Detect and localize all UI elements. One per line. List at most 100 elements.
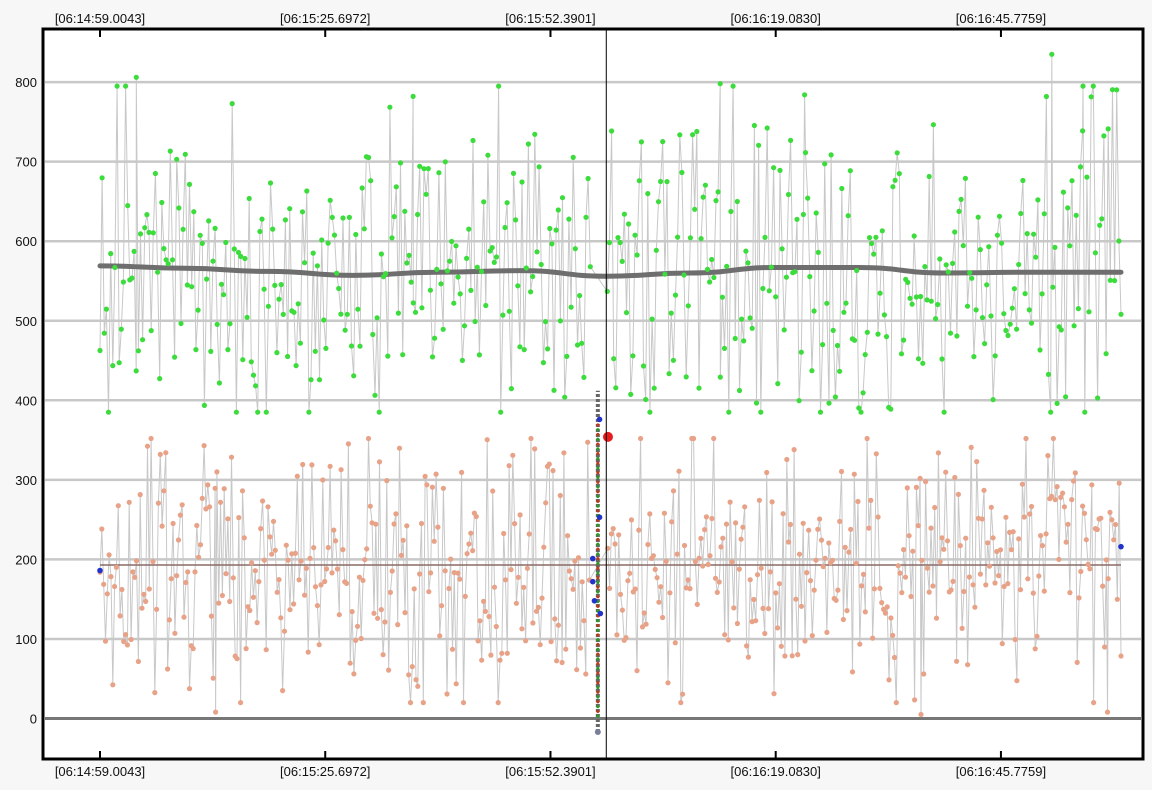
upper-series-point[interactable] — [534, 249, 540, 255]
lower-series-point[interactable] — [645, 541, 651, 548]
lower-series-point[interactable] — [555, 622, 562, 628]
lower-series-point[interactable] — [247, 607, 253, 614]
lower-series-point[interactable] — [921, 671, 927, 677]
upper-series-point[interactable] — [172, 354, 178, 360]
upper-series-point[interactable] — [368, 178, 374, 184]
upper-series-point[interactable] — [348, 343, 355, 349]
upper-series-point[interactable] — [630, 353, 636, 359]
lower-series-point[interactable] — [709, 515, 715, 522]
upper-series-point[interactable] — [1075, 306, 1081, 312]
upper-series-point[interactable] — [568, 304, 574, 310]
upper-series-point[interactable] — [756, 142, 762, 148]
upper-series-point[interactable] — [862, 352, 868, 358]
lower-series-point[interactable] — [300, 461, 306, 468]
marker-point[interactable] — [596, 514, 603, 521]
lower-series-point[interactable] — [800, 520, 806, 526]
lower-series-point[interactable] — [647, 511, 653, 517]
lower-series-point[interactable] — [996, 573, 1002, 579]
lower-series-point[interactable] — [292, 550, 298, 556]
lower-series-point[interactable] — [119, 586, 125, 593]
upper-series-point[interactable] — [788, 137, 794, 143]
upper-series-point[interactable] — [564, 353, 570, 359]
upper-series-point[interactable] — [293, 363, 299, 369]
lower-series-point[interactable] — [572, 558, 578, 564]
upper-series-point[interactable] — [668, 310, 674, 316]
lower-series-point[interactable] — [961, 588, 967, 595]
lower-series-point[interactable] — [428, 570, 434, 576]
upper-series-point[interactable] — [685, 303, 691, 309]
upper-series-point[interactable] — [99, 175, 105, 181]
upper-series-point[interactable] — [436, 170, 442, 176]
upper-series-point[interactable] — [184, 282, 190, 288]
lower-series-point[interactable] — [751, 596, 757, 603]
upper-series-point[interactable] — [1080, 128, 1086, 134]
upper-series-point[interactable] — [621, 211, 628, 217]
upper-series-point[interactable] — [282, 217, 288, 223]
lower-series-point[interactable] — [455, 570, 461, 576]
upper-series-point[interactable] — [103, 306, 109, 312]
upper-series-point[interactable] — [749, 325, 755, 331]
upper-series-point[interactable] — [229, 101, 235, 107]
upper-series-point[interactable] — [764, 125, 770, 131]
lower-series-point[interactable] — [780, 511, 786, 517]
upper-series-point[interactable] — [988, 313, 994, 319]
upper-series-point[interactable] — [108, 251, 114, 257]
lower-series-point[interactable] — [260, 498, 266, 504]
upper-series-point[interactable] — [572, 246, 578, 252]
lower-series-point[interactable] — [959, 625, 965, 632]
lower-series-point[interactable] — [915, 523, 921, 529]
upper-series-point[interactable] — [530, 273, 536, 280]
lower-series-point[interactable] — [884, 604, 890, 610]
upper-series-point[interactable] — [144, 212, 150, 218]
lower-series-point[interactable] — [826, 540, 832, 546]
lower-series-point[interactable] — [364, 546, 370, 552]
upper-series-point[interactable] — [461, 323, 468, 329]
upper-series-point[interactable] — [1090, 83, 1096, 89]
upper-series-point[interactable] — [455, 274, 461, 280]
upper-series-point[interactable] — [421, 166, 427, 172]
upper-series-point[interactable] — [285, 353, 291, 360]
upper-series-point[interactable] — [191, 209, 197, 215]
upper-series-point[interactable] — [847, 168, 853, 174]
lower-series-point[interactable] — [504, 650, 510, 656]
lower-series-point[interactable] — [575, 555, 582, 561]
upper-series-point[interactable] — [958, 196, 964, 202]
upper-series-point[interactable] — [429, 354, 436, 360]
upper-series-point[interactable] — [798, 349, 804, 355]
lower-series-point[interactable] — [1058, 494, 1064, 500]
upper-series-point[interactable] — [824, 300, 830, 306]
upper-series-point[interactable] — [496, 83, 502, 89]
lower-series-point[interactable] — [703, 514, 710, 520]
upper-series-point[interactable] — [826, 400, 832, 406]
lower-series-point[interactable] — [216, 600, 222, 606]
upper-series-point[interactable] — [325, 240, 331, 246]
lower-series-point[interactable] — [530, 620, 536, 626]
upper-series-point[interactable] — [359, 185, 365, 191]
lower-series-point[interactable] — [276, 577, 282, 583]
upper-series-point[interactable] — [577, 293, 583, 299]
lower-series-point[interactable] — [769, 499, 775, 505]
lower-series-point[interactable] — [1085, 561, 1091, 568]
lower-series-point[interactable] — [550, 468, 556, 474]
upper-series-point[interactable] — [901, 337, 907, 343]
upper-series-point[interactable] — [331, 232, 338, 238]
lower-series-point[interactable] — [1105, 576, 1111, 582]
upper-series-point[interactable] — [647, 409, 653, 415]
upper-series-point[interactable] — [406, 252, 412, 258]
upper-series-point[interactable] — [485, 152, 491, 158]
lower-series-point[interactable] — [807, 578, 814, 584]
lower-series-point[interactable] — [848, 526, 854, 532]
lower-series-point[interactable] — [977, 571, 984, 577]
lower-series-point[interactable] — [731, 605, 737, 611]
lower-series-point[interactable] — [294, 473, 300, 479]
lower-series-point[interactable] — [705, 561, 711, 568]
lower-series-point[interactable] — [106, 552, 112, 558]
lower-series-point[interactable] — [663, 558, 669, 565]
upper-series-point[interactable] — [653, 247, 659, 253]
upper-series-point[interactable] — [1118, 311, 1124, 317]
lower-series-point[interactable] — [132, 574, 138, 580]
upper-series-point[interactable] — [962, 175, 969, 181]
lower-series-point[interactable] — [543, 500, 549, 506]
lower-series-point[interactable] — [1076, 595, 1082, 601]
lower-series-point[interactable] — [583, 671, 589, 677]
